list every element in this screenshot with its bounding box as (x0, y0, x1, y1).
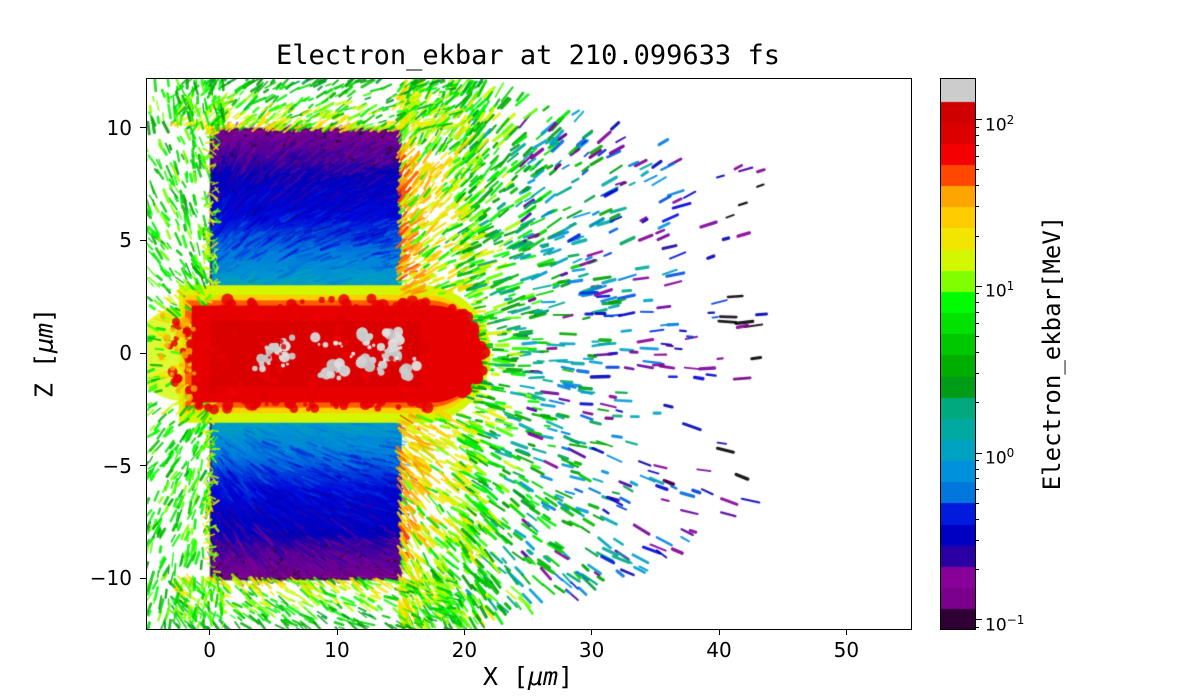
y-tick-label: 10 (106, 115, 132, 140)
x-tick (336, 629, 338, 635)
y-tick-label: 5 (119, 228, 132, 253)
colorbar-minor-tick (976, 301, 979, 303)
colorbar-minor-tick (976, 568, 979, 570)
x-tick-label: 0 (203, 638, 217, 662)
y-tick (140, 127, 146, 129)
colorbar-minor-tick (976, 235, 979, 237)
colorbar-minor-tick (976, 322, 979, 324)
x-tick (718, 629, 720, 635)
colorbar-minor-tick (976, 156, 979, 158)
x-axis-label-text: X [ (482, 662, 528, 691)
colorbar-minor-tick (976, 206, 979, 208)
colorbar-tick-label: 102 (985, 112, 1015, 136)
x-axis-label-close: ] (558, 662, 574, 691)
colorbar-tick-label: 10−1 (985, 612, 1025, 636)
x-tick (591, 629, 593, 635)
heatmap-canvas (147, 79, 911, 629)
colorbar-minor-tick (976, 626, 979, 628)
colorbar-minor-tick (976, 460, 979, 462)
colorbar-minor-tick (976, 135, 979, 137)
x-tick-label: 40 (706, 638, 732, 662)
y-axis-label: Z [μm] (30, 308, 59, 398)
colorbar-minor-tick (976, 502, 979, 504)
y-axis-label-text: Z [ (29, 353, 59, 399)
y-tick-label: 0 (119, 341, 132, 365)
y-axis-label-close: ] (29, 307, 59, 323)
colorbar-tick-label: 101 (985, 279, 1015, 302)
y-tick (140, 352, 146, 354)
colorbar-minor-tick (976, 518, 979, 520)
x-tick (845, 629, 847, 635)
colorbar-minor-tick (976, 372, 979, 374)
colorbar-minor-tick (976, 126, 979, 128)
colorbar-minor-tick (976, 468, 979, 470)
colorbar-label: Electron_ekbar[MeV] (1038, 215, 1066, 491)
plot-area (146, 78, 912, 630)
y-axis-unit: μm (29, 322, 59, 354)
x-tick-label: 20 (451, 638, 478, 662)
colorbar-minor-tick (976, 185, 979, 187)
x-tick-label: 50 (833, 638, 860, 662)
colorbar-tick-label: 100 (985, 446, 1015, 469)
colorbar-tick (976, 619, 982, 621)
colorbar-minor-tick (976, 402, 979, 404)
y-tick (140, 239, 146, 241)
colorbar-minor-tick (976, 311, 979, 313)
plot-title: Electron_ekbar at 210.099633 fs (276, 40, 780, 71)
colorbar-minor-tick (976, 144, 979, 146)
colorbar-minor-tick (976, 539, 979, 541)
colorbar-tick (976, 285, 982, 287)
x-tick-label: 10 (324, 638, 350, 662)
colorbar-canvas (941, 79, 975, 629)
x-tick-label: 30 (578, 638, 605, 662)
x-axis-label: X [μm] (483, 662, 573, 691)
colorbar-minor-tick (976, 352, 979, 354)
colorbar-minor-tick (976, 478, 979, 480)
colorbar-minor-tick (976, 293, 979, 295)
colorbar (940, 78, 976, 630)
colorbar-minor-tick (976, 489, 979, 491)
y-tick (140, 465, 146, 467)
colorbar-minor-tick (976, 336, 979, 337)
colorbar-tick (976, 119, 982, 121)
y-tick-label: −10 (89, 566, 132, 591)
colorbar-tick (976, 452, 982, 454)
x-tick (463, 629, 465, 635)
x-tick (209, 629, 211, 635)
y-tick-label: −5 (102, 453, 132, 478)
colorbar-minor-tick (976, 169, 979, 171)
x-axis-unit: μm (527, 662, 559, 691)
y-tick (140, 577, 146, 579)
